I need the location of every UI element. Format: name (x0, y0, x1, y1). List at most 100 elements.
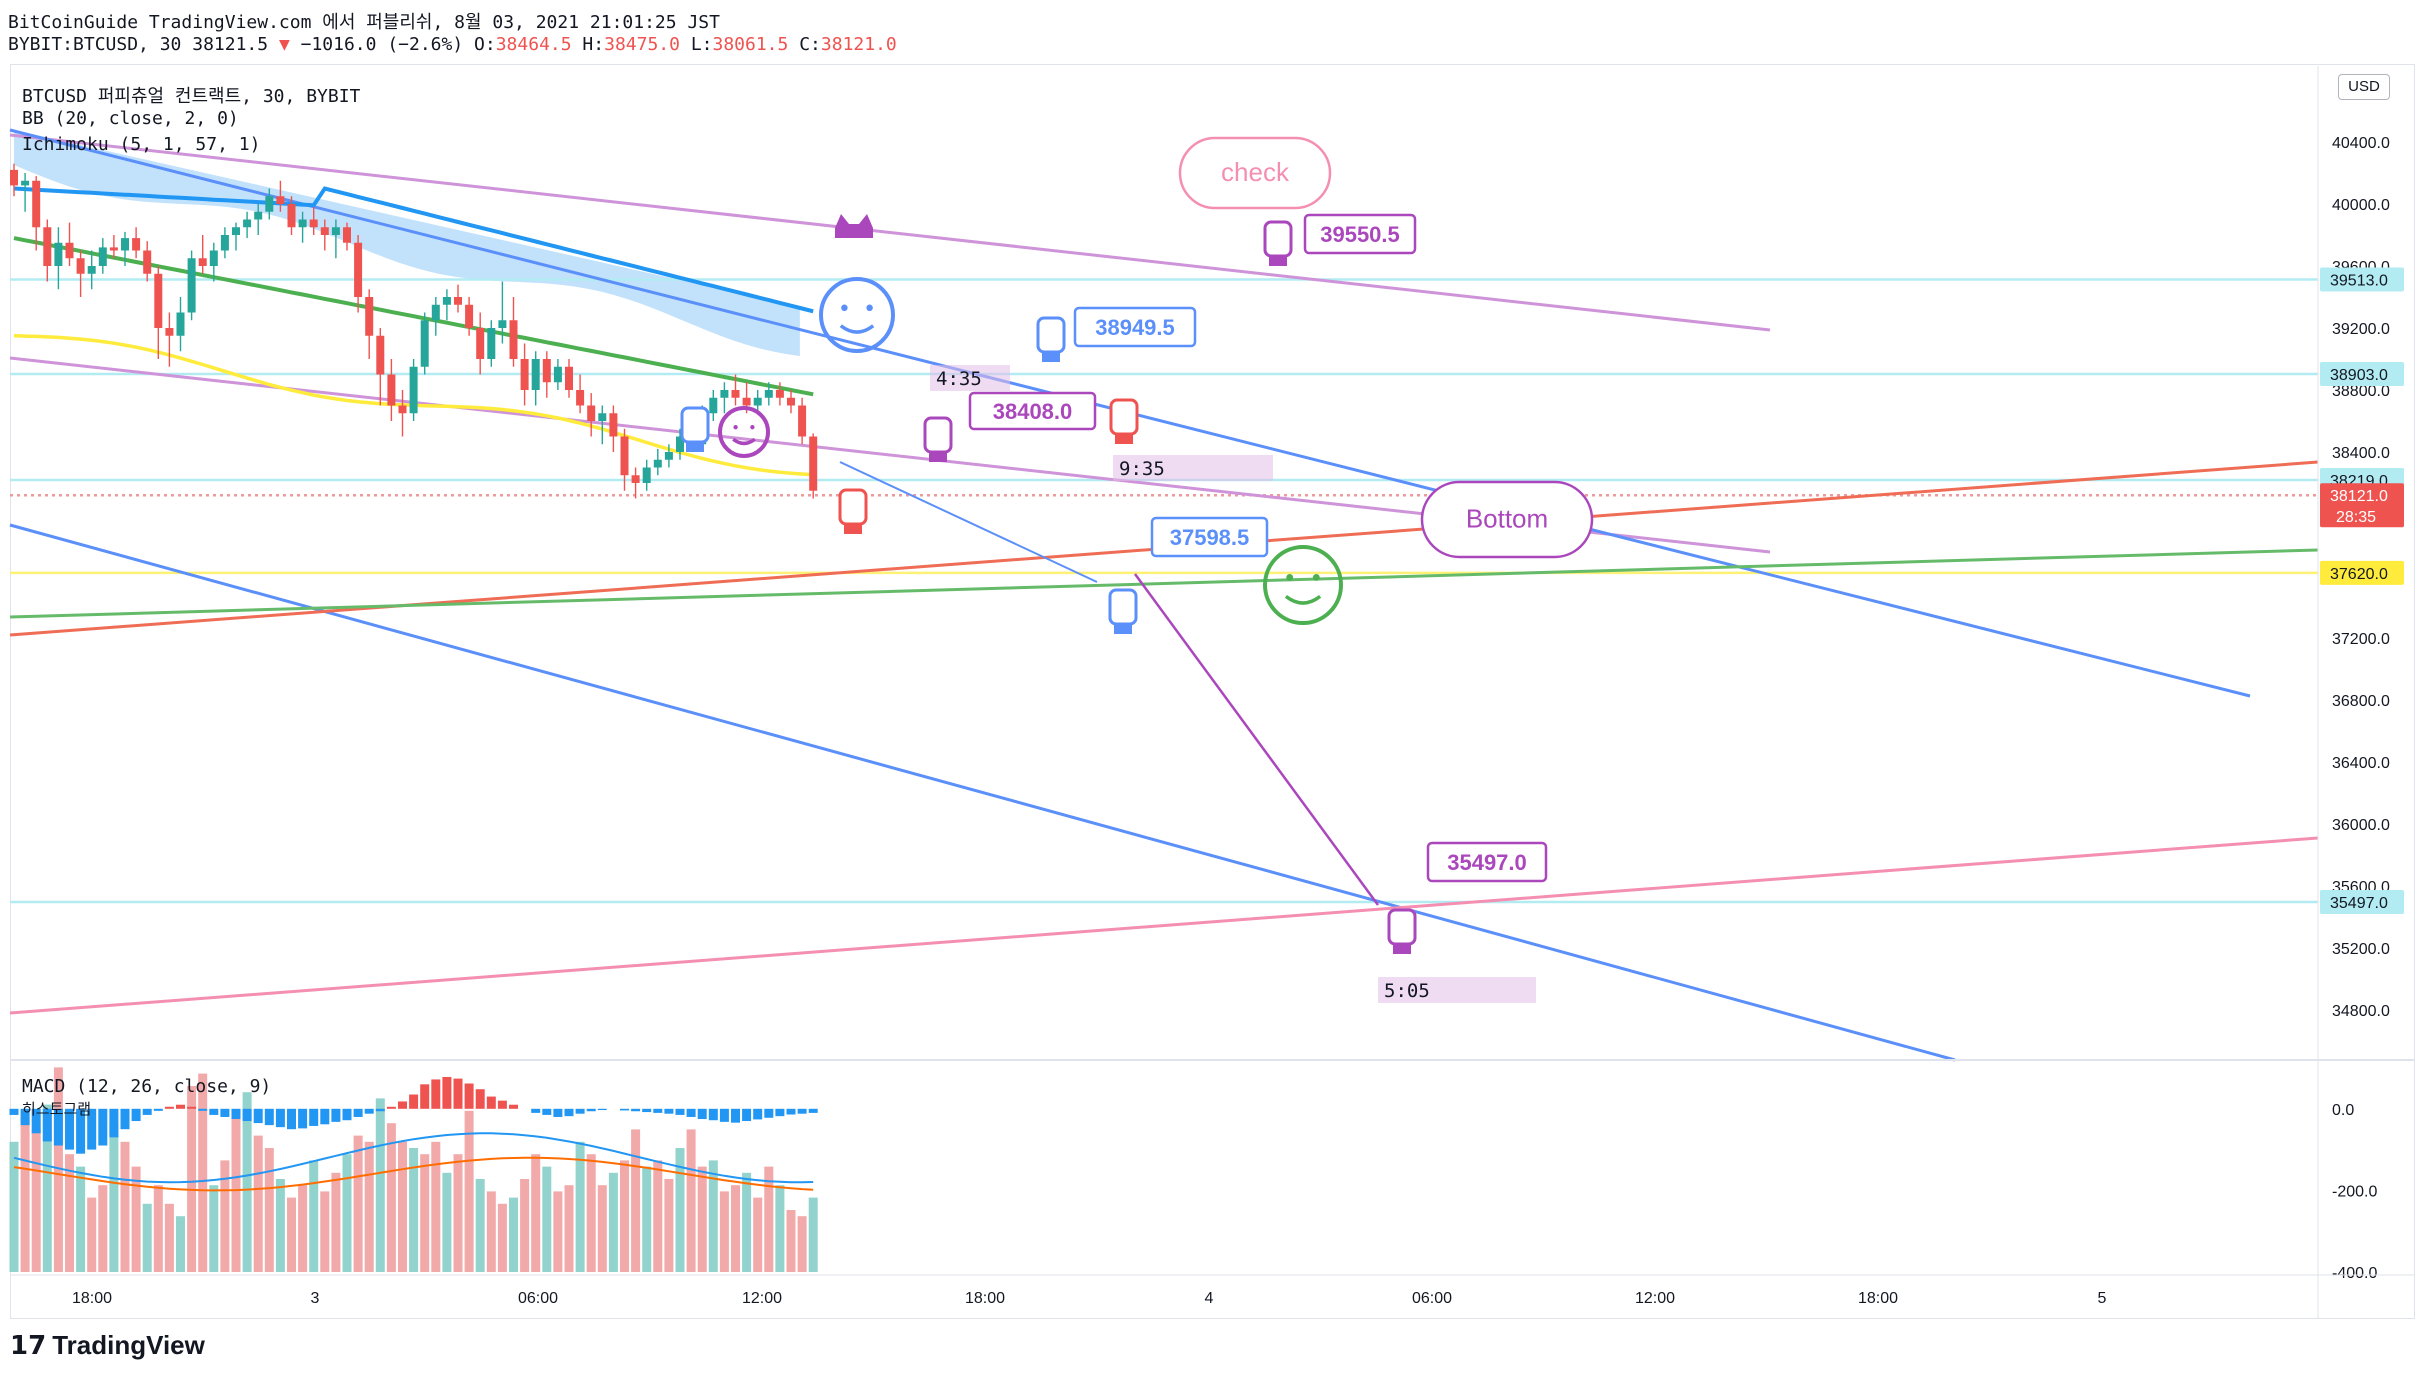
callout-37598.5: 37598.5 (1150, 516, 1269, 558)
hand-pointer-icon (680, 406, 710, 452)
macd-volume-bar (731, 1185, 740, 1272)
macd-volume-bar (153, 1185, 163, 1272)
time-label-0: 4:35 (930, 365, 1010, 391)
candle-71 (798, 397, 807, 445)
candle-body (365, 297, 374, 336)
high-value: 38475.0 (604, 34, 680, 55)
candle-body (676, 436, 684, 452)
callout-38408.0: 38408.0 (968, 391, 1097, 431)
macd-histogram-bar (298, 1108, 308, 1129)
macd-volume-bar (342, 1154, 352, 1272)
legend-ichimoku[interactable]: Ichimoku (5, 1, 57, 1) (22, 134, 261, 155)
currency-button[interactable]: USD (2338, 74, 2390, 100)
price-tag-text: 38121.0 (2330, 488, 2388, 505)
candle-body (509, 320, 518, 359)
time-label-bg (1378, 977, 1536, 1003)
candle-28 (320, 219, 329, 251)
macd-volume-bar (242, 1092, 252, 1272)
hand-pointer-icon (1036, 316, 1066, 362)
symbol[interactable]: BYBIT:BTCUSD, 30 (8, 34, 182, 55)
low-value: 38061.5 (712, 34, 789, 55)
macd-histogram-bar (220, 1108, 230, 1117)
legend-macd-sub: 히스토그램 (22, 1100, 92, 1118)
hand-cuff (929, 452, 947, 462)
macd-volume-bar (420, 1154, 430, 1272)
last-price: 38121.5 (192, 34, 269, 55)
price-tag-38121.0: 38121.0 28:35 (2320, 483, 2404, 528)
candle-4 (54, 227, 63, 290)
macd-volume-bar (120, 1141, 130, 1272)
macd-volume-bar (164, 1203, 174, 1272)
hand-cuff (1269, 256, 1287, 266)
macd-volume-bar (808, 1197, 818, 1272)
candle-63 (709, 390, 718, 421)
macd-volume-bar (20, 1117, 30, 1272)
time-label-bg (1113, 455, 1273, 481)
callout-text: 38408.0 (993, 399, 1073, 424)
candle-58 (653, 448, 662, 476)
price-tag-bg (2320, 362, 2404, 387)
price-tag-bg (2320, 483, 2404, 528)
face-outline (718, 406, 770, 458)
callout-text: 39550.5 (1320, 222, 1400, 247)
price-tag-countdown: 28:35 (2336, 509, 2376, 526)
candle-24 (276, 180, 285, 212)
chart-frame[interactable] (10, 64, 2415, 1319)
candle-body (709, 397, 718, 414)
sleepy-face-icon (1263, 545, 1343, 625)
hand-cuff (1393, 944, 1411, 954)
time-tick-label: 06:00 (518, 1290, 558, 1307)
candle-body (642, 467, 651, 483)
candle-9 (109, 235, 118, 259)
macd-volume-bar (764, 1166, 774, 1272)
candle-7 (87, 250, 96, 290)
macd-histogram-bar (531, 1108, 541, 1113)
open-label: O: (474, 34, 496, 55)
down-arrow-icon: ▼ (278, 34, 290, 55)
callout-35497.0: 35497.0 (1426, 841, 1548, 883)
macd-tick-label: -400.0 (2332, 1265, 2377, 1282)
cat-shape (835, 214, 873, 238)
candle-44 (498, 281, 507, 344)
price-tag-text: 37620.0 (2330, 566, 2388, 583)
candle-body (265, 196, 274, 212)
callout-box (1303, 213, 1417, 255)
macd-histogram-bar (653, 1108, 663, 1113)
callout-Bottom: Bottom (1420, 480, 1594, 559)
hand-palm (1108, 588, 1138, 626)
legend-macd[interactable]: MACD (12, 26, close, 9) (22, 1076, 272, 1097)
macd-histogram-bar (76, 1108, 86, 1154)
legend-title[interactable]: BTCUSD 퍼피츄얼 컨트랙트, 30, BYBIT (22, 86, 361, 107)
macd-volume-bar (564, 1185, 574, 1272)
macd-histogram-bar (464, 1083, 474, 1109)
candle-67 (753, 390, 762, 414)
legend-bb[interactable]: BB (20, close, 2, 0) (22, 108, 239, 129)
macd-histogram-bar (719, 1108, 729, 1122)
face-eye (733, 425, 738, 430)
hand-cuff (1042, 352, 1060, 362)
candle-8 (98, 238, 107, 274)
time-tick-label: 12:00 (742, 1290, 782, 1307)
candle-body (76, 258, 85, 274)
close-label: C: (799, 34, 821, 55)
pink-trend-line (9, 836, 2319, 1015)
macd-volume-bar (531, 1154, 541, 1272)
candle-21 (243, 211, 252, 239)
callout-bubble (1420, 480, 1594, 559)
callout-text: 37598.5 (1170, 525, 1250, 550)
macd-volume-bar (409, 1148, 419, 1272)
candle-2 (32, 176, 41, 251)
candle-body (254, 211, 263, 220)
price-tick-label: 38800.0 (2332, 383, 2390, 400)
macd-volume-bar (497, 1203, 507, 1272)
macd-histogram-bar (486, 1096, 496, 1109)
macd-histogram-bar (176, 1104, 185, 1109)
price-tick-label: 36800.0 (2332, 693, 2390, 710)
macd-histogram-bar (797, 1108, 807, 1114)
candle-body (609, 413, 618, 437)
macd-volume-bar (631, 1129, 641, 1272)
macd-histogram-bar (87, 1108, 97, 1150)
macd-volume-bar (42, 1104, 52, 1272)
tradingview-logo[interactable]: 𝟭𝟳 TradingView (10, 1330, 205, 1361)
